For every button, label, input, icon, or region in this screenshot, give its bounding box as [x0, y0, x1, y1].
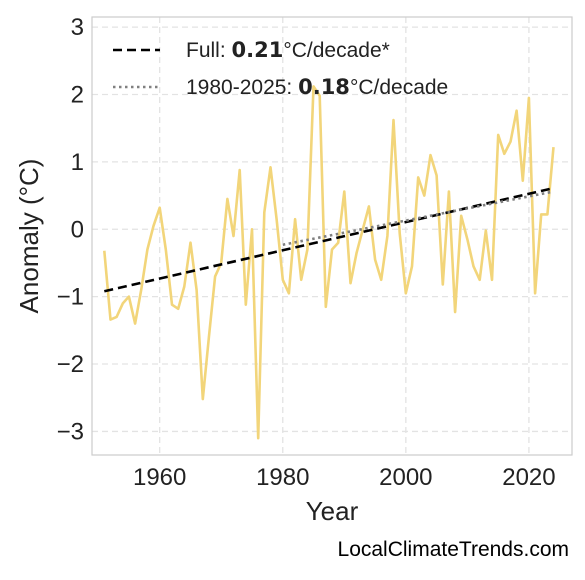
y-tick-labels: −3 −2 −1 0 1 2 3	[57, 14, 84, 445]
x-axis-label: Year	[306, 496, 359, 526]
site-credit: LocalClimateTrends.com	[337, 538, 569, 561]
legend: Full: 0.21°C/decade* 1980-2025: 0.18°C/de…	[113, 38, 448, 99]
y-tick-label: 1	[71, 149, 84, 176]
x-tick-label: 1960	[133, 464, 186, 491]
legend-entry: 1980-2025: 0.18°C/decade	[186, 75, 448, 99]
y-tick-label: 3	[71, 14, 84, 41]
y-axis-label: Anomaly (°C)	[14, 159, 44, 314]
recent-trend-line	[282, 190, 554, 247]
y-tick-label: −3	[57, 418, 84, 445]
y-tick-label: −1	[57, 284, 84, 311]
y-tick-label: 2	[71, 81, 84, 108]
plot-frame	[91, 16, 573, 456]
x-tick-label: 1980	[256, 464, 309, 491]
series-layer	[103, 85, 555, 440]
x-tick-label: 2020	[502, 464, 555, 491]
legend-entry: Full: 0.21°C/decade*	[186, 38, 390, 62]
anomaly-series-line	[103, 85, 555, 440]
y-tick-label: 0	[71, 216, 84, 243]
y-tick-label: −2	[57, 351, 84, 378]
grid-lines	[92, 17, 572, 455]
x-tick-labels: 1960 1980 2000 2020	[133, 464, 556, 491]
x-tick-label: 2000	[379, 464, 432, 491]
